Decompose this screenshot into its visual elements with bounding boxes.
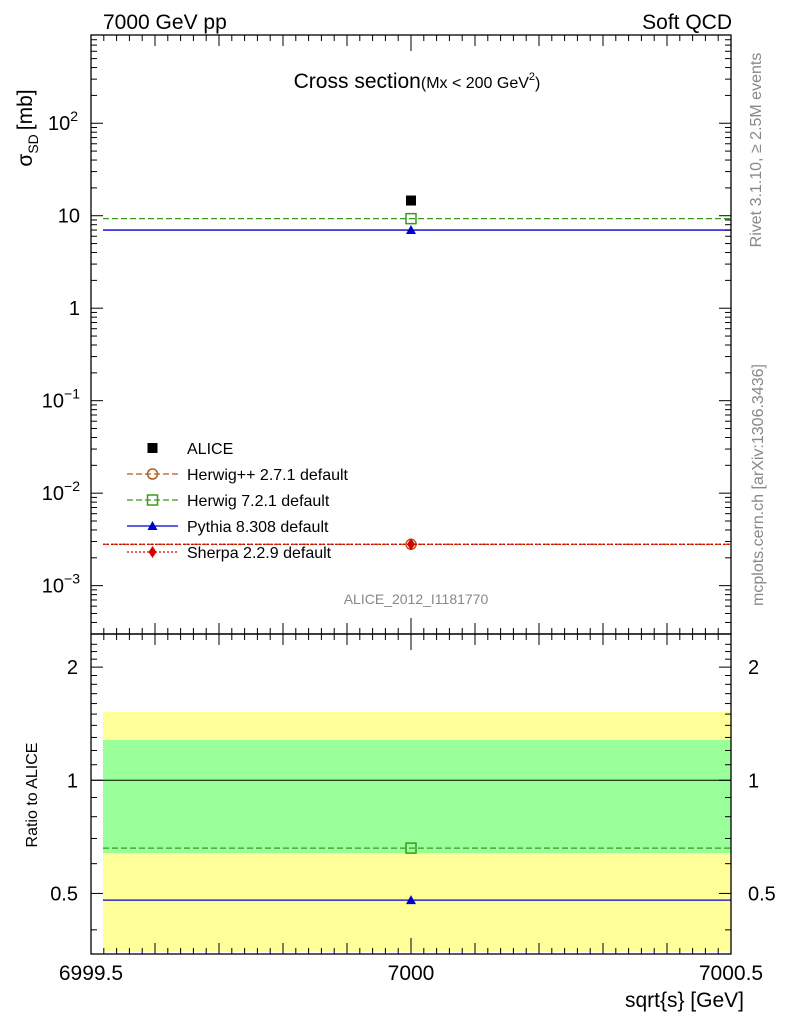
upper-y-tick-label-5: 102 [48, 108, 78, 135]
x-tick-label-1: 7000 [388, 962, 435, 985]
svg-text:σSD[mb]: σSD [mb] [14, 89, 41, 166]
series-point-0 [406, 195, 416, 206]
mcplots-label: mcplots.cern.ch [arXiv:1306.3436] [750, 364, 767, 606]
upper-y-label: σSD [mb] [14, 89, 41, 166]
lower-y-tick-label-left-1: 1 [67, 770, 78, 792]
upper-y-tick-label-4: 10 [58, 206, 80, 228]
legend-marker-2 [146, 494, 159, 506]
main-title-sup: 2 [529, 71, 535, 83]
legend-label-4: Sherpa 2.2.9 default [187, 545, 332, 562]
lower-y-label: Ratio to ALICE [24, 743, 41, 848]
header-right: Soft QCD [642, 11, 732, 34]
x-tick-label-0: 6999.5 [59, 962, 123, 985]
upper-y-label-symbol: σ [14, 154, 37, 167]
legend: ALICE Herwig++ 2.7.1 default Herwig 7.2.1 … [127, 441, 349, 562]
legend-marker-4 [148, 546, 157, 558]
upper-y-tick-label-2: 10−1 [42, 386, 80, 413]
header-left: 7000 GeV pp [103, 11, 227, 34]
ratio-point-1 [406, 895, 416, 905]
upper-y-label-unit: [mb] [14, 89, 37, 130]
x-axis-label: sqrt{s} [GeV] [625, 989, 744, 1012]
main-title-sub: (Mx < 200 GeV [421, 75, 529, 92]
upper-y-tick-label-3: 1 [69, 298, 80, 320]
upper-y-tick-label-0: 10−3 [42, 571, 80, 598]
upper-panel: 10−3 10−2 10−1 1 10 102 [42, 34, 732, 635]
legend-label-2: Herwig 7.2.1 default [187, 493, 330, 510]
legend-marker-3 [147, 521, 158, 530]
legend-label-0: ALICE [187, 441, 233, 458]
series-point-3 [406, 225, 416, 235]
upper-y-label-sub: SD [25, 134, 41, 153]
analysis-watermark: ALICE_2012_I1181770 [344, 591, 489, 607]
main-title: Cross section(Mx < 200 GeV2) [294, 70, 541, 93]
lower-y-tick-label-left-2: 2 [67, 657, 78, 679]
legend-marker-0 [147, 443, 158, 453]
rivet-version-label: Rivet 3.1.10, ≥ 2.5M events [748, 53, 765, 248]
series-point-2 [405, 212, 417, 225]
lower-y-tick-label-left-0: 0.5 [50, 883, 78, 905]
upper-y-tick-label-1: 10−2 [42, 478, 80, 505]
lower-y-tick-label-right-1: 1 [748, 770, 759, 792]
main-title-close: ) [535, 75, 540, 92]
series-point-4 [407, 538, 415, 551]
ratio-band-inner [103, 739, 731, 854]
lower-panel: 0.5 0.5 1 1 2 2 6999.5 7000 7000.5 [50, 633, 776, 985]
main-title-text: Cross section [294, 70, 421, 93]
lower-y-tick-label-right-2: 2 [748, 657, 759, 679]
legend-marker-1 [146, 468, 159, 480]
legend-label-1: Herwig++ 2.7.1 default [187, 467, 349, 484]
legend-label-3: Pythia 8.308 default [187, 519, 329, 536]
lower-y-tick-label-right-0: 0.5 [748, 883, 776, 905]
x-tick-label-2: 7000.5 [699, 962, 763, 985]
ratio-point-0 [405, 842, 417, 854]
